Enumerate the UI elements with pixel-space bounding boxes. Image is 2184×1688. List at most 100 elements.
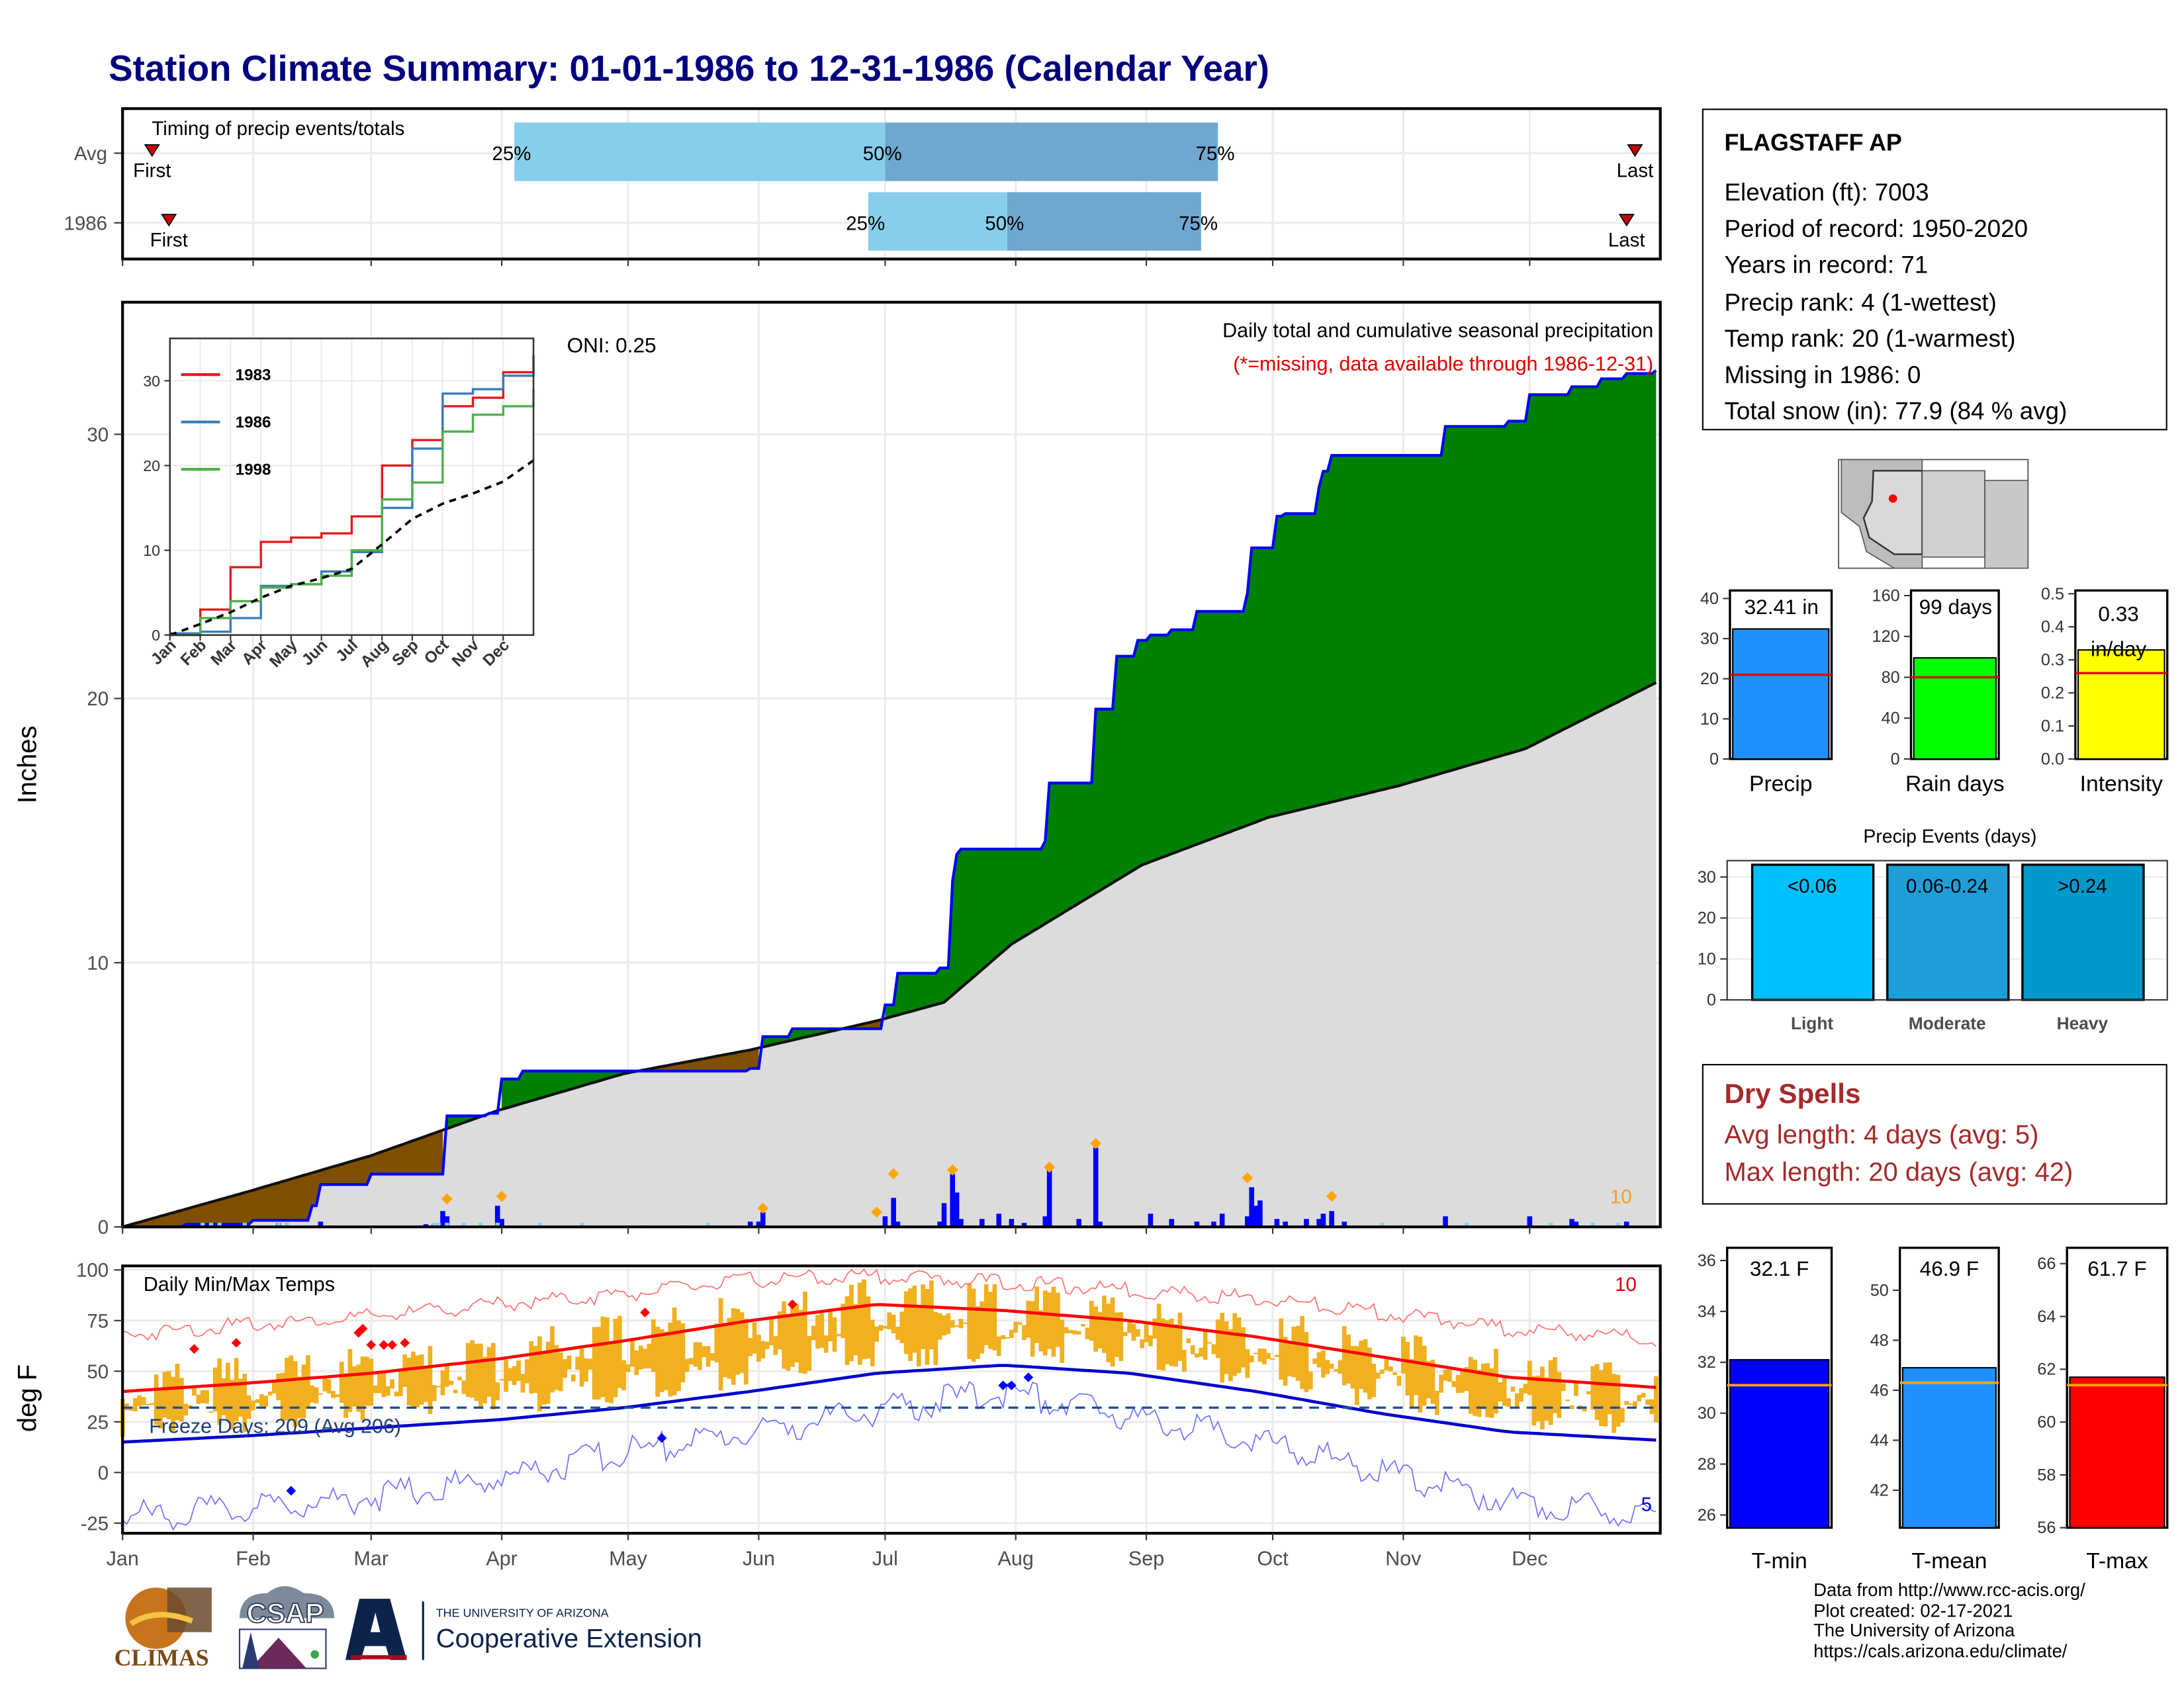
- daily-temp-range-bar: [318, 1393, 323, 1395]
- first-event-label: First: [150, 230, 188, 251]
- timing-panel-label: Timing of precip events/totals: [152, 118, 404, 140]
- daily-temp-range-bar: [255, 1399, 260, 1403]
- daily-temp-range-bar: [1056, 1292, 1060, 1347]
- first-event-marker: [161, 214, 177, 227]
- daily-temp-range-bar: [171, 1376, 175, 1432]
- daily-temp-range-bar: [967, 1282, 972, 1359]
- temp-y-tick-label: 50: [87, 1361, 109, 1383]
- precip-rank-text: Precip rank: 4 (1-wettest): [1724, 287, 1997, 316]
- daily-temp-range-bar: [819, 1313, 825, 1348]
- daily-precip-bar: [1253, 1206, 1259, 1227]
- daily-temp-range-bar: [950, 1320, 955, 1328]
- daily-temp-range-bar: [305, 1355, 310, 1409]
- daily-temp-range-bar: [1118, 1311, 1124, 1361]
- summary-bar-y-tick-label: 40: [1882, 709, 1900, 728]
- daily-temp-range-bar: [841, 1304, 846, 1339]
- oni-label: ONI: 0.25: [567, 333, 657, 357]
- daily-temp-range-bar: [870, 1319, 875, 1366]
- precip-record-marker: [871, 1206, 883, 1218]
- average-min-line: [122, 1364, 1657, 1444]
- daily-temp-range-bar: [529, 1341, 534, 1394]
- daily-temp-range-bar: [478, 1343, 483, 1407]
- temp-panel-label: Daily Min/Max Temps: [144, 1273, 335, 1296]
- daily-temp-range-bar: [1384, 1359, 1389, 1370]
- inset-legend-label: 1983: [236, 367, 271, 384]
- daily-temp-range-bar: [221, 1378, 226, 1415]
- summary-bar-y-tick-label: 160: [1872, 586, 1900, 605]
- daily-temp-range-bar: [1468, 1356, 1473, 1414]
- daily-temp-range-bar: [613, 1319, 618, 1398]
- precip-count-label: 10: [1610, 1186, 1632, 1208]
- station-info-box: FLAGSTAFF AP Elevation (ft): 7003 Period…: [1702, 109, 2167, 431]
- daily-temp-range-bar: [1422, 1345, 1427, 1406]
- daily-temp-range-bar: [983, 1284, 989, 1346]
- daily-temp-range-bar: [192, 1387, 197, 1396]
- daily-temp-range-bar: [289, 1355, 294, 1421]
- daily-temp-range-bar: [1502, 1377, 1507, 1406]
- daily-temp-range-bar: [575, 1356, 580, 1370]
- daily-temp-range-bar: [1140, 1339, 1145, 1349]
- daily-temp-range-bar: [617, 1315, 622, 1388]
- temp-y-tick-label: 25: [87, 1411, 109, 1433]
- timing-p50-label: 50%: [863, 143, 902, 165]
- precip-record-marker: [1326, 1190, 1338, 1202]
- precip-y-axis-label: Inches: [13, 726, 42, 804]
- daily-temp-range-bar: [1173, 1324, 1178, 1367]
- temp-summary-y-tick-label: 50: [1870, 1281, 1889, 1300]
- temp-summary-bar: [1901, 1366, 1997, 1529]
- temp-summary-label: T-min: [1752, 1549, 1807, 1574]
- daily-precip-bar: [1274, 1219, 1280, 1227]
- daily-temp-range-bar: [837, 1333, 841, 1337]
- daily-temp-range-bar: [925, 1289, 930, 1365]
- daily-precip-bar: [1093, 1147, 1099, 1227]
- precip-event-range-label: <0.06: [1788, 875, 1837, 897]
- month-label: Jan: [107, 1548, 139, 1570]
- daily-precip-bar: [1009, 1219, 1015, 1227]
- precip-event-bar: [1886, 864, 2010, 1001]
- daily-temp-range-bar: [1338, 1360, 1343, 1374]
- timing-row-label: 1986: [64, 212, 108, 234]
- month-label: Sep: [1128, 1548, 1164, 1570]
- daily-temp-range-bar: [1514, 1393, 1520, 1407]
- daily-temp-range-bar: [377, 1374, 382, 1394]
- daily-temp-range-bar: [862, 1279, 866, 1360]
- daily-precip-bar: [958, 1219, 964, 1227]
- daily-temp-range-bar: [385, 1386, 390, 1396]
- temp-summary-y-tick-label: 28: [1698, 1455, 1716, 1474]
- daily-temp-range-bar: [1030, 1301, 1035, 1357]
- daily-precip-bar: [1527, 1216, 1533, 1227]
- daily-temp-range-bar: [621, 1360, 627, 1391]
- summary-bar-y-tick-label: 30: [1700, 630, 1719, 648]
- daily-temp-range-bar: [1013, 1321, 1019, 1333]
- temp-summary-value-label: 32.1 F: [1750, 1257, 1809, 1280]
- temp-summary-y-tick-label: 58: [2037, 1466, 2056, 1484]
- precip-trace-marker: [478, 1222, 483, 1227]
- timing-panel-border: [121, 107, 1662, 261]
- daily-temp-range-bar: [988, 1292, 993, 1349]
- daily-temp-range-bar: [1582, 1407, 1587, 1412]
- daily-temp-range-bar: [828, 1311, 833, 1342]
- precip-events-border: [1726, 860, 2168, 1001]
- daily-max-record-marker: [231, 1338, 242, 1348]
- daily-temp-range-bar: [335, 1394, 340, 1398]
- daily-temp-range-bar: [1477, 1370, 1482, 1417]
- daily-temp-range-bar: [1089, 1300, 1094, 1341]
- daily-precip-bar: [954, 1192, 960, 1227]
- daily-temp-range-bar: [976, 1306, 980, 1359]
- temp-summary-y-tick-label: 42: [1870, 1482, 1889, 1500]
- map-new-mexico: [1921, 470, 1985, 558]
- precip-trace-marker: [1590, 1222, 1595, 1227]
- precip-y-tick-label: 10: [87, 952, 109, 974]
- daily-temp-range-bar: [280, 1372, 285, 1421]
- inset-y-tick-label: 10: [143, 542, 160, 559]
- daily-temp-range-bar: [1620, 1407, 1625, 1423]
- daily-temp-range-bar: [1380, 1369, 1385, 1374]
- daily-temp-range-bar: [592, 1327, 597, 1399]
- daily-temp-range-bar: [992, 1284, 997, 1351]
- daily-temp-range-bar: [1085, 1327, 1090, 1339]
- tmax-count-label: 10: [1615, 1274, 1637, 1296]
- daily-temp-range-bar: [1287, 1341, 1292, 1376]
- daily-temp-range-bar: [1266, 1353, 1271, 1359]
- summary-bar: [1913, 657, 1997, 760]
- daily-temp-range-bar: [1434, 1390, 1439, 1415]
